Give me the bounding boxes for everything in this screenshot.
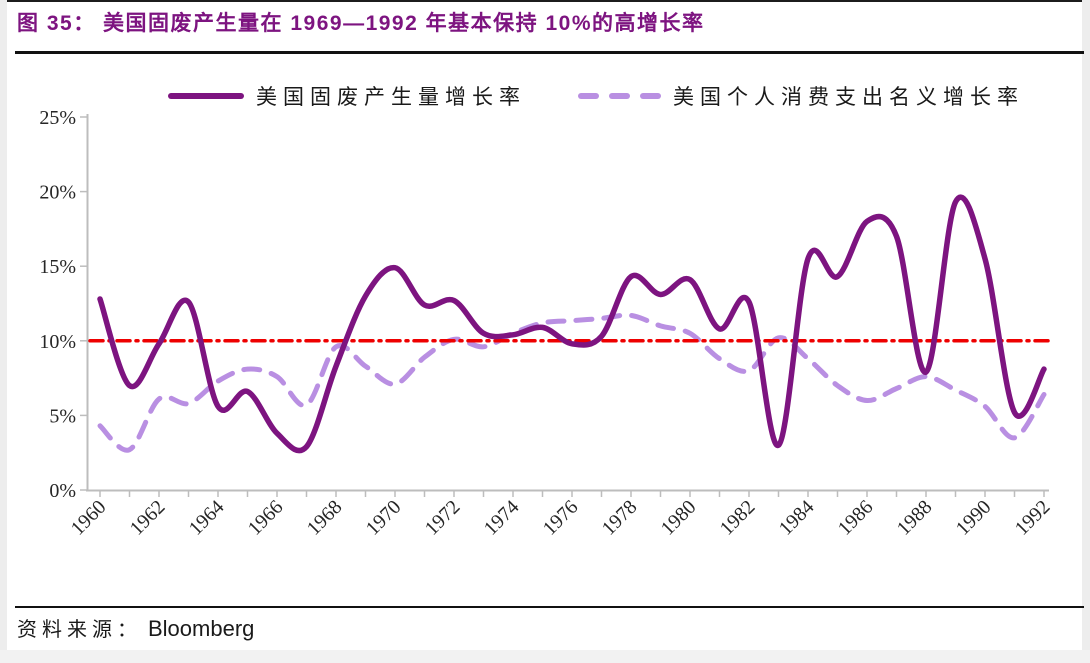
left-border	[0, 0, 7, 663]
x-tick-label: 1978	[598, 496, 642, 540]
source-footer: 资料来源： Bloomberg	[17, 613, 254, 642]
x-tick-label: 1984	[775, 496, 819, 540]
y-tick-label: 0%	[49, 480, 76, 502]
x-tick-label: 1976	[539, 496, 583, 540]
source-label: 资料来源：	[17, 619, 142, 641]
x-tick-label: 1972	[421, 496, 465, 540]
x-tick-label: 1974	[480, 496, 524, 540]
x-tick-label: 1980	[657, 496, 701, 540]
x-tick-label: 1960	[67, 496, 111, 540]
x-tick-label: 1990	[952, 496, 996, 540]
x-tick-label: 1962	[126, 496, 170, 540]
y-tick-label: 10%	[39, 331, 76, 353]
footer-divider	[15, 606, 1084, 608]
title-underline	[15, 51, 1084, 54]
x-tick-label: 1964	[185, 496, 229, 540]
x-tick-label: 1988	[893, 496, 937, 540]
legend-label-solid-waste: 美国固废产生量增长率	[256, 85, 526, 109]
x-tick-label: 1970	[362, 496, 406, 540]
top-border	[0, 0, 1090, 2]
bottom-border	[0, 650, 1090, 663]
right-border	[1082, 0, 1090, 663]
solid-line-swatch-icon	[168, 93, 244, 99]
chart-legend: 美国固废产生量增长率 美国个人消费支出名义增长率	[168, 82, 1024, 110]
y-tick-label: 5%	[49, 405, 76, 427]
series-pce-line	[97, 312, 1047, 453]
legend-item-solid-waste: 美国固废产生量增长率	[168, 81, 526, 111]
y-tick-label: 25%	[39, 107, 76, 129]
dashed-line-swatch-icon	[578, 93, 661, 99]
source-value: Bloomberg	[148, 616, 255, 641]
x-tick-label: 1966	[244, 496, 288, 540]
x-tick-label: 1986	[834, 496, 878, 540]
legend-label-pce: 美国个人消费支出名义增长率	[673, 85, 1024, 109]
series-solid-waste-line	[97, 194, 1047, 454]
legend-item-pce: 美国个人消费支出名义增长率	[578, 81, 1024, 111]
y-tick-label: 20%	[39, 182, 76, 204]
x-tick-label: 1968	[303, 496, 347, 540]
x-tick-label: 1992	[1011, 496, 1055, 540]
x-tick-label: 1982	[716, 496, 760, 540]
figure-title: 图 35： 美国固废产生量在 1969—1992 年基本保持 10%的高增长率	[17, 12, 705, 35]
y-tick-label: 15%	[39, 256, 76, 278]
